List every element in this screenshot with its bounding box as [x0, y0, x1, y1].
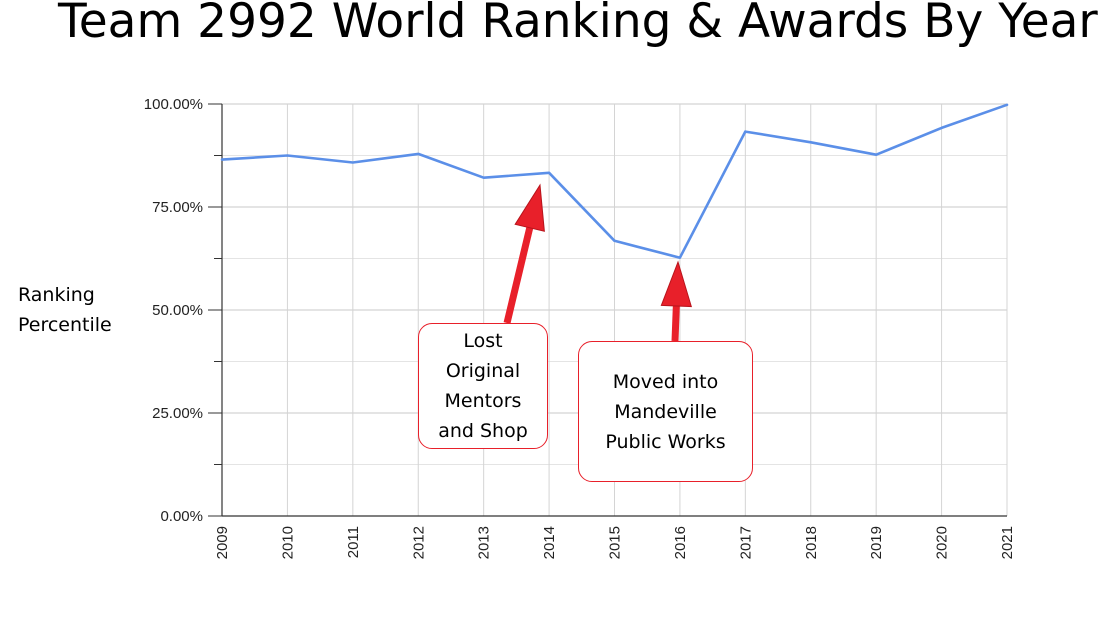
- chart-axes: [208, 103, 1007, 517]
- y-tick-label: 50.00%: [152, 302, 203, 319]
- x-tick-label: 2015: [607, 526, 624, 559]
- x-tick-label: 2016: [672, 526, 689, 559]
- x-tick-label: 2010: [279, 526, 296, 559]
- annotation-line: Moved into: [612, 370, 719, 393]
- chart-grid: [221, 103, 1008, 517]
- y-tick-label: 25.00%: [152, 405, 203, 422]
- y-tick-label: 75.00%: [152, 199, 203, 216]
- annotation-line: Original: [445, 360, 521, 382]
- x-tick-label: 2009: [214, 526, 231, 559]
- x-tick-label: 2014: [541, 526, 558, 559]
- y-axis-label: Ranking Percentile: [18, 280, 112, 340]
- arrow-2014-head: [514, 183, 545, 232]
- x-tick-label: 2021: [999, 526, 1016, 559]
- x-tick-label: 2019: [868, 526, 885, 559]
- x-tick-label: 2012: [410, 526, 427, 559]
- x-tick-label: 2018: [803, 526, 820, 559]
- annotation-line: Mandeville: [614, 400, 717, 423]
- annotation-line: and Shop: [438, 420, 528, 442]
- slide-title: Team 2992 World Ranking & Awards By Year: [58, 0, 1098, 49]
- series-ranking: [220, 103, 1009, 260]
- y-tick-label: 0.00%: [160, 508, 203, 525]
- x-tick-label: 2013: [476, 526, 493, 559]
- x-tick-label: 2011: [345, 526, 362, 558]
- annotation-moved-public-works: Moved into Mandeville Public Works: [578, 341, 753, 482]
- annotation-line: Public Works: [605, 430, 726, 453]
- y-tick-labels: 0.00% 25.00% 50.00% 75.00% 100.00%: [144, 96, 203, 525]
- annotation-arrows: [503, 183, 692, 342]
- y-tick-label: 100.00%: [144, 96, 203, 113]
- y-axis-label-line-1: Ranking: [18, 284, 95, 306]
- arrow-2014-shaft: [503, 225, 534, 324]
- annotation-lost-mentors: Lost Original Mentors and Shop: [418, 323, 548, 449]
- x-tick-labels: 2009 2010 2011 2012 2013 2014 2015 2016 2017 2018…: [214, 526, 1016, 559]
- arrow-2016: [660, 260, 692, 342]
- y-axis-label-line-2: Percentile: [18, 314, 112, 336]
- arrow-2016-head: [660, 260, 692, 308]
- x-tick-label: 2020: [934, 526, 951, 559]
- arrow-2014: [503, 183, 545, 324]
- arrow-2016-shaft: [671, 303, 680, 342]
- annotation-line: Lost: [463, 330, 503, 352]
- x-tick-label: 2017: [737, 526, 754, 559]
- annotation-line: Mentors: [444, 390, 522, 412]
